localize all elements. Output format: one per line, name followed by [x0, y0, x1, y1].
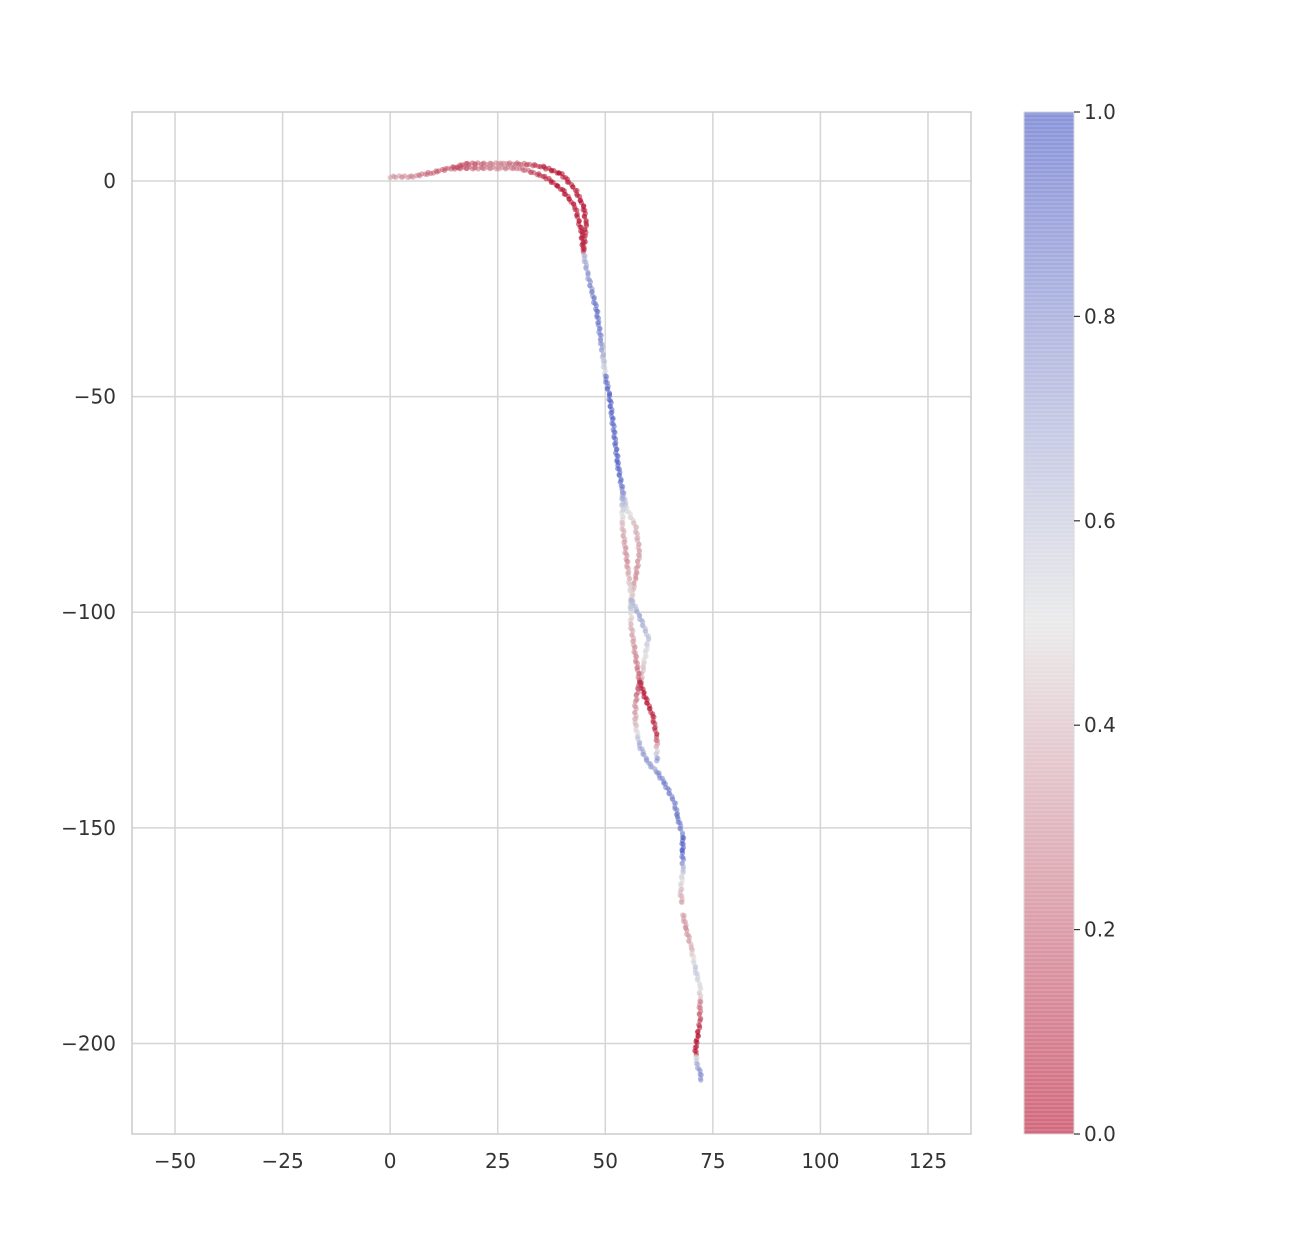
x-tick-label: 25 — [485, 1149, 510, 1173]
scatter-point — [654, 758, 660, 764]
colorbar-tick-label: 0.8 — [1084, 304, 1116, 328]
y-tick-label: −50 — [74, 385, 116, 409]
colorbar: 0.0 0.2 0.4 0.6 0.8 1.0 — [1023, 100, 1116, 1146]
scatter-point — [641, 690, 647, 696]
scatter-point — [695, 1061, 701, 1067]
scatter-point — [585, 272, 591, 278]
scatter-point — [606, 393, 613, 399]
plot-background — [132, 112, 971, 1134]
x-tick-label: 50 — [593, 1149, 618, 1173]
y-tick-label: 0 — [103, 169, 116, 193]
scatter-point — [625, 565, 632, 571]
scatter-point — [694, 1040, 700, 1046]
colorbar-tick-label: 0.4 — [1084, 713, 1116, 737]
colorbar-tick-label: 0.2 — [1084, 918, 1116, 942]
scatter-point — [619, 522, 626, 528]
scatter-point — [698, 1077, 704, 1083]
scatter-point — [637, 613, 643, 619]
scatter-point — [595, 315, 602, 321]
scatter-point — [674, 807, 680, 813]
colorbar-frame — [1023, 111, 1075, 1135]
x-tick-label: 0 — [384, 1149, 397, 1173]
x-tick-label: 100 — [801, 1149, 839, 1173]
y-tick-label: −150 — [61, 816, 116, 840]
scatter-point — [679, 876, 686, 882]
colorbar-tick-label: 0.0 — [1084, 1122, 1116, 1146]
scatter-point — [652, 721, 658, 727]
colorbar-gradient — [1024, 112, 1074, 1134]
colorbar-stripes — [1024, 113, 1074, 1131]
x-tick-label: 75 — [700, 1149, 725, 1173]
scatter-point — [679, 899, 685, 906]
scatter-point — [634, 531, 641, 537]
scatter-point — [581, 245, 587, 251]
x-tick-label: 125 — [909, 1149, 947, 1173]
y-tick-label: −100 — [61, 600, 116, 624]
x-tick-label: −50 — [154, 1149, 196, 1173]
colorbar-tick-label: 1.0 — [1084, 100, 1116, 124]
colorbar-tick-label: 0.6 — [1084, 509, 1116, 533]
plot-area: −50 −25 0 25 50 75 100 125 0 −50 −100 −150 −200 — [61, 111, 972, 1173]
scatter-point — [628, 621, 634, 627]
scatter-point — [591, 296, 597, 302]
scatter-series — [387, 160, 704, 1083]
scatter-point — [634, 660, 641, 666]
scatter-point — [574, 207, 580, 213]
scatter-point — [684, 927, 690, 934]
scatter-point — [691, 953, 697, 960]
scatter-point — [613, 436, 619, 442]
scatter-point — [635, 729, 641, 735]
scatter-point — [628, 589, 634, 595]
y-tick-label: −200 — [61, 1031, 116, 1055]
plot-frame — [131, 111, 972, 1135]
x-tick-label: −25 — [261, 1149, 303, 1173]
